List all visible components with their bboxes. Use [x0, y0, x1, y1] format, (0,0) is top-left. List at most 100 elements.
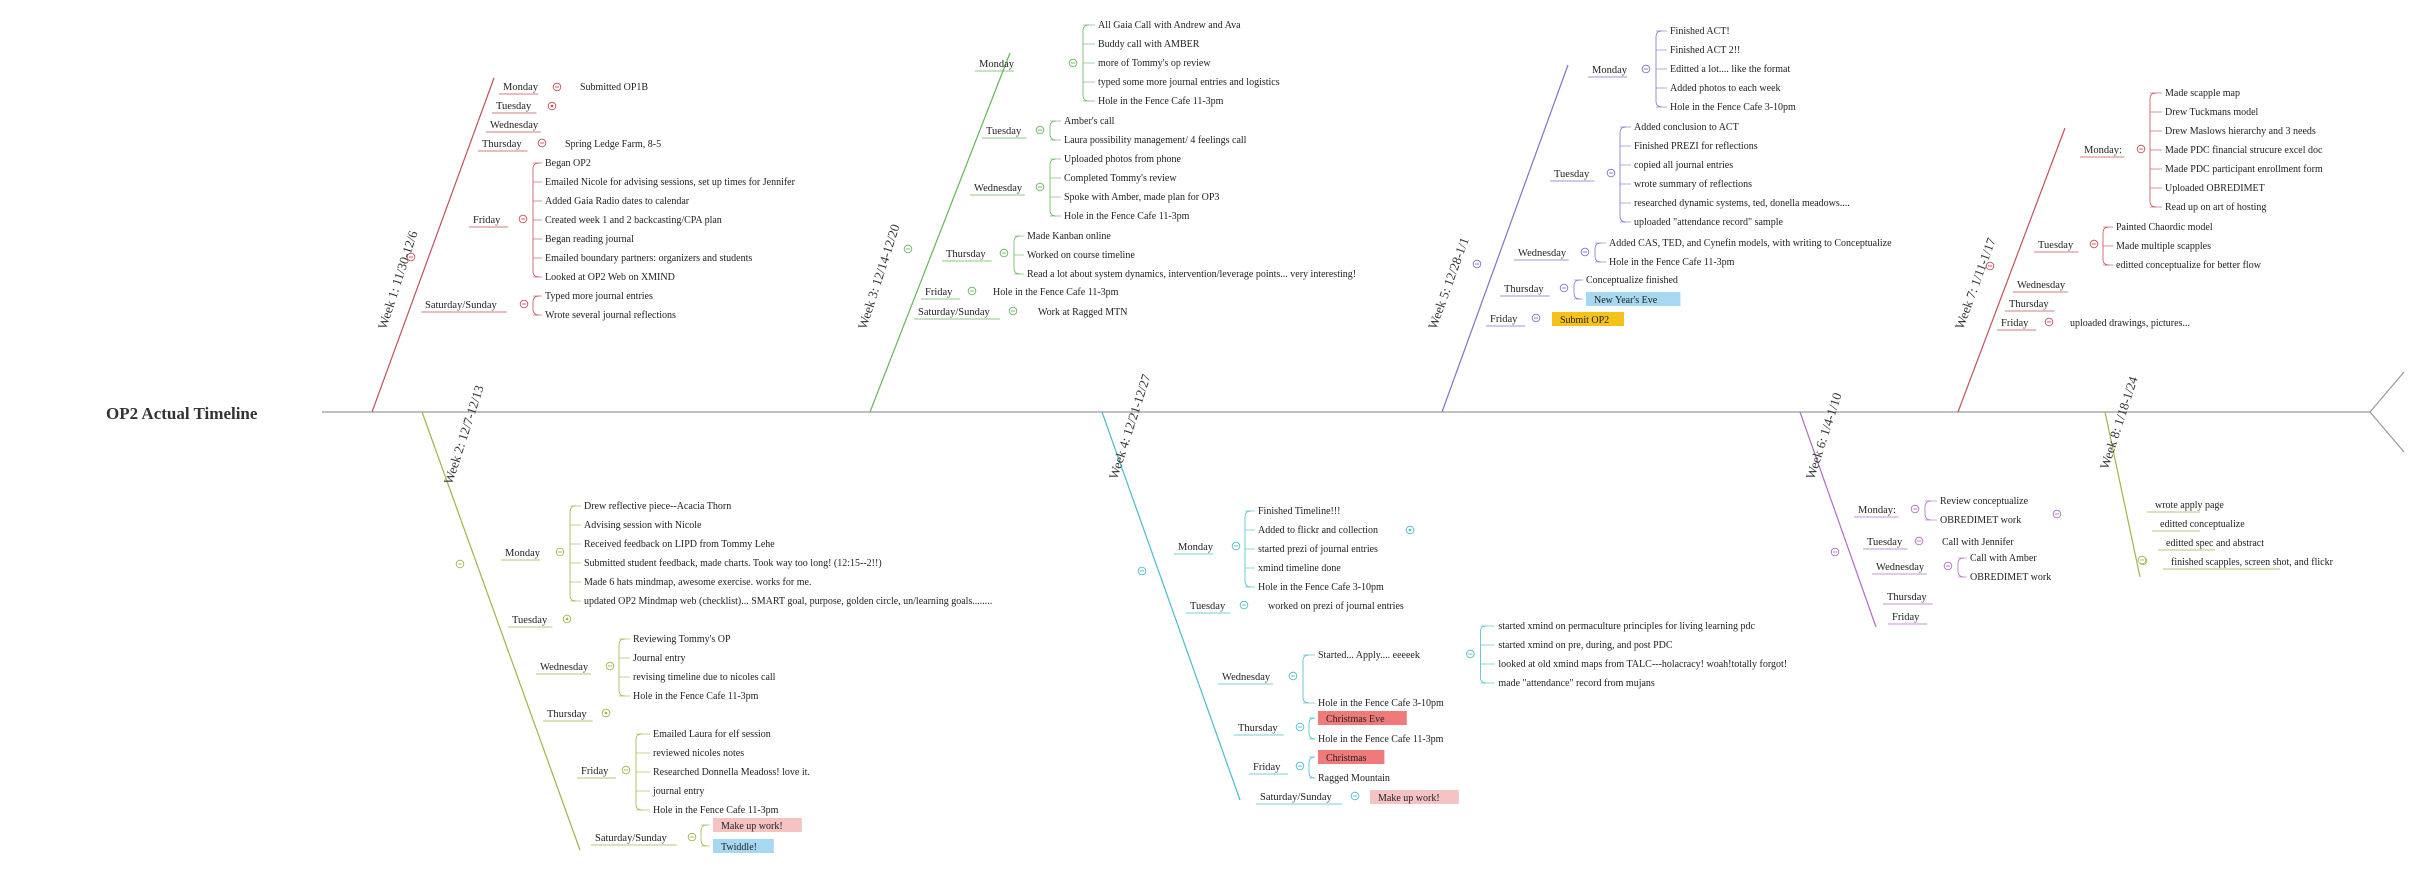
day-label: Monday [979, 59, 1015, 70]
item-tag[interactable] [1318, 711, 1407, 725]
day-tuesday: Tuesday Painted Chaordic model Made multip… [2034, 222, 2262, 271]
day-wednesday: Wednesday Call with Amber OBREDIMET work [1872, 553, 2051, 583]
item-text: New Year's Eve [1594, 295, 1658, 306]
item-bracket [1573, 279, 1581, 300]
item-tag[interactable] [713, 818, 802, 832]
item-text: Added to flickr and collection [1258, 525, 1378, 536]
item-text: Added Gaia Radio dates to calendar [545, 196, 690, 207]
day-wednesday: Wednesday Reviewing Tommy's OP Journal ent… [536, 634, 776, 702]
day-tuesday: Tuesday [508, 614, 572, 628]
item-text: updated OP2 Mindmap web (checklist)... S… [584, 596, 992, 607]
item-text: Reviewing Tommy's OP [633, 634, 731, 645]
week-label: Week 5: 12/28-1/1 [1425, 235, 1472, 331]
item-text: Drew Maslows hierarchy and 3 needs [2165, 126, 2316, 137]
item-text: editted conceptualize for better flow [2116, 260, 2262, 271]
week-label: Week 8: 1/18-1/24 [2097, 374, 2141, 471]
week-3-branch: Week 3: 12/14-12/20 Monday All Gaia Call w… [855, 20, 1356, 413]
item-text: typed some more journal entries and logi… [1098, 77, 1280, 88]
item-text: Submitted student feedback, made charts.… [584, 558, 882, 569]
day-label: Friday [2001, 318, 2029, 329]
sub-item-text: started xmind on pre, during, and post P… [1498, 640, 1672, 651]
sub-bracket [1480, 625, 1487, 684]
day-friday: Friday [1888, 612, 1928, 625]
item-text: Hole in the Fence Cafe 3-10pm [1318, 698, 1444, 709]
item-text: Editted a lot.... like the format [1670, 64, 1790, 75]
day-label: Monday: [2084, 145, 2122, 156]
item-text: Made PDC financial strucure excel doc [2165, 145, 2323, 156]
item-text: Made scapple map [2165, 88, 2240, 99]
day-saturday-sunday: Saturday/Sunday Make up work! [1256, 790, 1459, 805]
day-wednesday: Wednesday [486, 120, 541, 133]
day-label: Thursday [1887, 592, 1927, 603]
day-label: Friday [581, 766, 609, 777]
day-thursday: Thursday Made Kanban online Worked on cour… [942, 231, 1356, 280]
day-label: Thursday [482, 139, 522, 150]
day-label: Wednesday [1876, 562, 1925, 573]
item-text: editted spec and abstract [2166, 538, 2264, 549]
day-label: Saturday/Sunday [918, 307, 990, 318]
item-bracket [569, 505, 577, 602]
week-branch-line [2104, 411, 2141, 578]
day-friday: Friday Emailed Laura for elf session revie… [577, 729, 810, 816]
day-label: Thursday [2009, 299, 2049, 310]
week-5-branch: Week 5: 12/28-1/1 Monday Finished ACT! Fini… [1425, 26, 1892, 413]
week-branch-line [1799, 411, 1877, 628]
item-text: Emailed Nicole for advising sessions, se… [545, 177, 796, 188]
item-text: Read up on art of hosting [2165, 202, 2266, 213]
item-link[interactable]: Spring Ledge Farm, 8-5 [565, 139, 661, 150]
week-4-branch: Week 4: 12/21-12/27 Monday Finished Timeli… [1101, 372, 1787, 805]
day-wednesday: Wednesday [2013, 280, 2068, 293]
item-tag[interactable] [1586, 292, 1681, 306]
item-text: Hole in the Fence Cafe 11-3pm [653, 805, 779, 816]
item-text: started prezi of journal entries [1258, 544, 1378, 555]
item-bracket [1594, 242, 1602, 263]
day-friday: Friday Submit OP2 [1486, 312, 1624, 327]
day-tuesday: Tuesday Added conclusion to ACT Finished P… [1550, 122, 1850, 228]
item-tag[interactable] [1552, 312, 1624, 326]
day-collapse-toggle-dot [604, 711, 608, 715]
day-label: Tuesday [1554, 169, 1590, 180]
item-text: Created week 1 and 2 backcasting/CPA pla… [545, 215, 722, 226]
item-text: reviewed nicoles notes [653, 748, 744, 759]
day-label: Friday [925, 287, 953, 298]
item-extra-toggle-dot [1408, 528, 1412, 532]
item-text: Wrote several journal reflections [545, 310, 676, 321]
day-label: Wednesday [1222, 672, 1271, 683]
sub-item-text: looked at old xmind maps from TALC---hol… [1498, 659, 1787, 670]
item-text: Buddy call with AMBER [1098, 39, 1200, 50]
item-text: Hole in the Fence Cafe 3-10pm [1258, 582, 1384, 593]
item-tag[interactable] [1318, 750, 1385, 764]
item-text: Submitted OP1B [580, 82, 648, 93]
day-monday: Monday All Gaia Call with Andrew and Ava B… [975, 20, 1280, 107]
item-text: Ragged Mountain [1318, 773, 1390, 784]
day-monday-: Monday: Made scapple map Drew Tuckmans mod… [2080, 88, 2323, 213]
day-monday: Monday Finished ACT! Finished ACT 2!! Editt… [1588, 26, 1796, 113]
item-text: Christmas [1326, 753, 1367, 764]
item-text: Made 6 hats mindmap, awesome exercise. w… [584, 577, 811, 588]
day-monday-: Monday: Review conceptualize OBREDIMET wor… [1854, 496, 2029, 526]
sub-item-text: made "attendance" record from mujans [1498, 678, 1655, 689]
day-label: Wednesday [1518, 248, 1567, 259]
item-bracket [1924, 500, 1932, 521]
item-text: Amber's call [1064, 116, 1115, 127]
day-label: Tuesday [986, 126, 1022, 137]
item-text: Received feedback on LIPD from Tommy Leh… [584, 539, 775, 550]
day-friday: Friday Began OP2 Emailed Nicole for advisi… [469, 158, 796, 283]
item-text: Looked at OP2 Web on XMIND [545, 272, 675, 283]
day-monday: Monday Submitted OP1B [499, 82, 648, 95]
item-text: Hole in the Fence Cafe 11-3pm [1318, 734, 1444, 745]
week-branches: Week 1: 11/30-12/6 Monday Submitted OP1B Tu… [371, 20, 2334, 853]
item-tag[interactable] [1370, 790, 1459, 804]
item-tag[interactable] [713, 839, 774, 853]
day-thursday: Thursday [543, 708, 611, 722]
item-text: Added conclusion to ACT [1634, 122, 1739, 133]
day-label: Wednesday [2017, 280, 2066, 291]
day-friday: Friday Christmas Ragged Mountain [1249, 750, 1390, 784]
item-text: worked on prezi of journal entries [1268, 601, 1404, 612]
day-label: Monday: [1858, 505, 1896, 516]
item-text: Finished ACT 2!! [1670, 45, 1740, 56]
item-text: Advising session with Nicole [584, 520, 702, 531]
day-thursday: Thursday Christmas Eve Hole in the Fence C… [1234, 711, 1444, 745]
item-bracket [1308, 717, 1316, 740]
